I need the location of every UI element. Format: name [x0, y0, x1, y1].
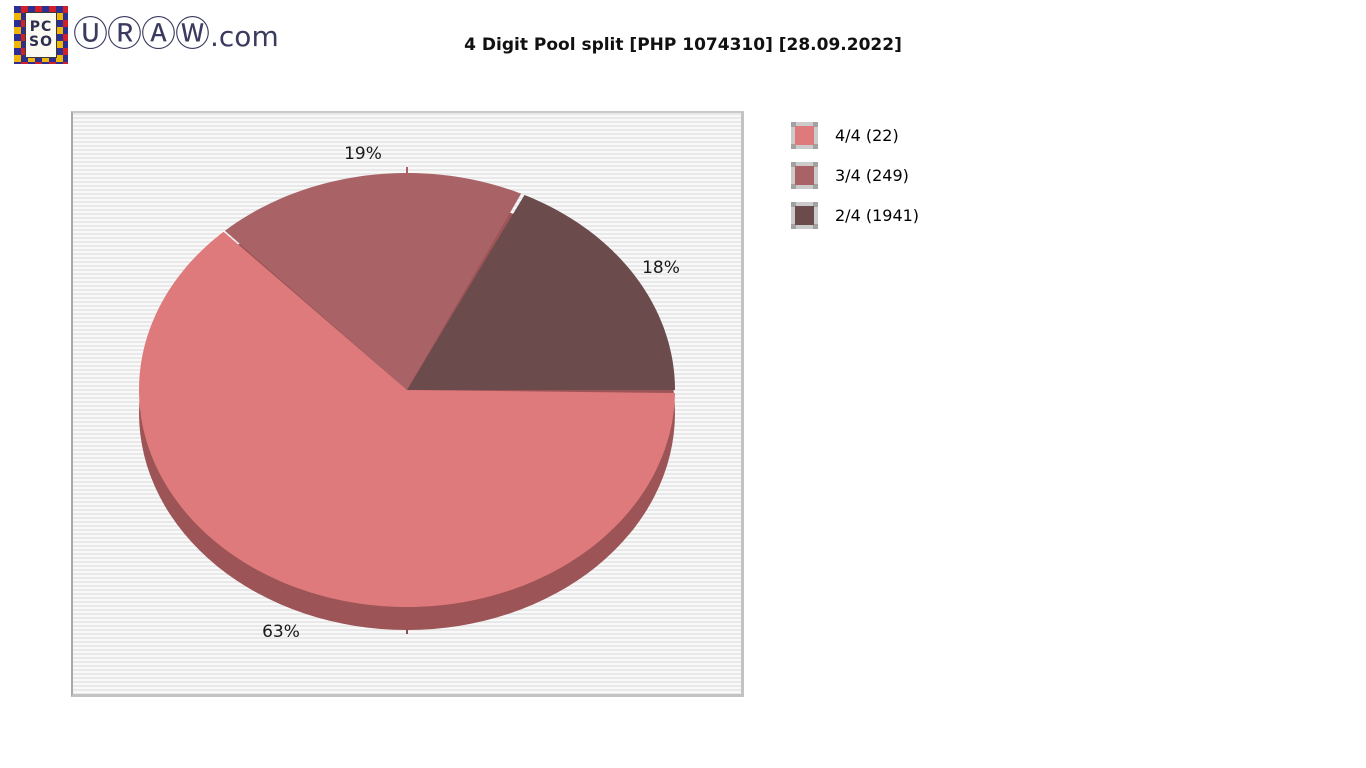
pie-percent-label-4of4: 63% — [262, 622, 300, 642]
legend-label-2of4: 2/4 (1941) — [835, 206, 920, 225]
pie-percent-label-3of4: 19% — [344, 144, 382, 164]
legend: 4/4 (22) 3/4 (249) 2/4 (1941) — [791, 122, 919, 242]
pie-slice-4of4 — [139, 231, 675, 607]
pcso-badge-line2: SO — [29, 34, 53, 50]
wordmark-suffix: .com — [210, 19, 279, 53]
pie-bottom-tick — [406, 629, 408, 634]
pcso-checkered-badge-icon: PC SO — [14, 6, 68, 64]
wordmark-circled-letters: ⓊⓇⒶⓌ — [73, 14, 210, 55]
site-wordmark: ⓊⓇⒶⓌ .com — [73, 14, 279, 55]
pie-slice-3of4 — [224, 173, 522, 390]
pie-chart — [139, 167, 675, 634]
pcso-badge-text: PC SO — [25, 12, 57, 58]
pie-top-tick — [406, 167, 408, 173]
pcso-badge-line1: PC — [29, 19, 53, 35]
legend-swatch-4of4 — [791, 122, 818, 149]
chart-panel: 63% 19% 18% — [71, 111, 744, 697]
legend-label-3of4: 3/4 (249) — [835, 166, 909, 185]
legend-swatch-2of4 — [791, 202, 818, 229]
legend-item-3of4: 3/4 (249) — [791, 162, 919, 189]
pie-percent-label-2of4: 18% — [642, 258, 680, 278]
legend-item-4of4: 4/4 (22) — [791, 122, 919, 149]
legend-label-4of4: 4/4 (22) — [835, 126, 899, 145]
legend-swatch-3of4 — [791, 162, 818, 189]
pie-slice-2of4 — [407, 194, 675, 390]
page-title: 4 Digit Pool split [PHP 1074310] [28.09.… — [464, 35, 902, 55]
site-logo[interactable]: PC SO ⓊⓇⒶⓌ .com — [14, 6, 279, 64]
legend-item-2of4: 2/4 (1941) — [791, 202, 919, 229]
